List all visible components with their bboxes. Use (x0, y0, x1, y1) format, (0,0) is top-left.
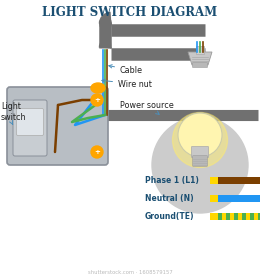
FancyBboxPatch shape (196, 46, 204, 54)
Text: Cable: Cable (109, 65, 143, 74)
FancyBboxPatch shape (218, 213, 260, 220)
FancyBboxPatch shape (242, 213, 246, 220)
Text: shutterstock.com · 1608579157: shutterstock.com · 1608579157 (88, 269, 172, 274)
FancyBboxPatch shape (218, 195, 260, 202)
Text: Neutral (N): Neutral (N) (145, 193, 194, 202)
Text: Ground(TE): Ground(TE) (145, 211, 194, 221)
FancyBboxPatch shape (234, 213, 238, 220)
Text: +: + (94, 149, 100, 155)
Ellipse shape (91, 83, 105, 93)
FancyBboxPatch shape (218, 176, 260, 183)
Circle shape (178, 113, 222, 157)
FancyBboxPatch shape (210, 195, 218, 202)
Circle shape (91, 146, 103, 158)
Ellipse shape (172, 113, 228, 167)
FancyBboxPatch shape (192, 146, 209, 158)
FancyBboxPatch shape (7, 87, 108, 165)
FancyBboxPatch shape (226, 213, 230, 220)
Polygon shape (188, 52, 212, 65)
Text: Light
switch: Light switch (1, 102, 27, 125)
FancyBboxPatch shape (250, 213, 254, 220)
FancyBboxPatch shape (193, 156, 207, 166)
FancyBboxPatch shape (210, 213, 218, 220)
Text: +: + (94, 97, 100, 103)
FancyBboxPatch shape (16, 109, 43, 136)
Circle shape (152, 117, 248, 213)
Text: Wire nut: Wire nut (102, 79, 152, 88)
Text: Power source: Power source (120, 101, 174, 114)
FancyBboxPatch shape (192, 62, 207, 67)
FancyBboxPatch shape (13, 100, 47, 156)
Circle shape (91, 94, 103, 106)
FancyBboxPatch shape (218, 213, 222, 220)
Text: Phase 1 (L1): Phase 1 (L1) (145, 176, 199, 185)
FancyBboxPatch shape (210, 176, 218, 183)
FancyBboxPatch shape (258, 213, 260, 220)
Text: LIGHT SWITCH DIAGRAM: LIGHT SWITCH DIAGRAM (42, 6, 218, 18)
